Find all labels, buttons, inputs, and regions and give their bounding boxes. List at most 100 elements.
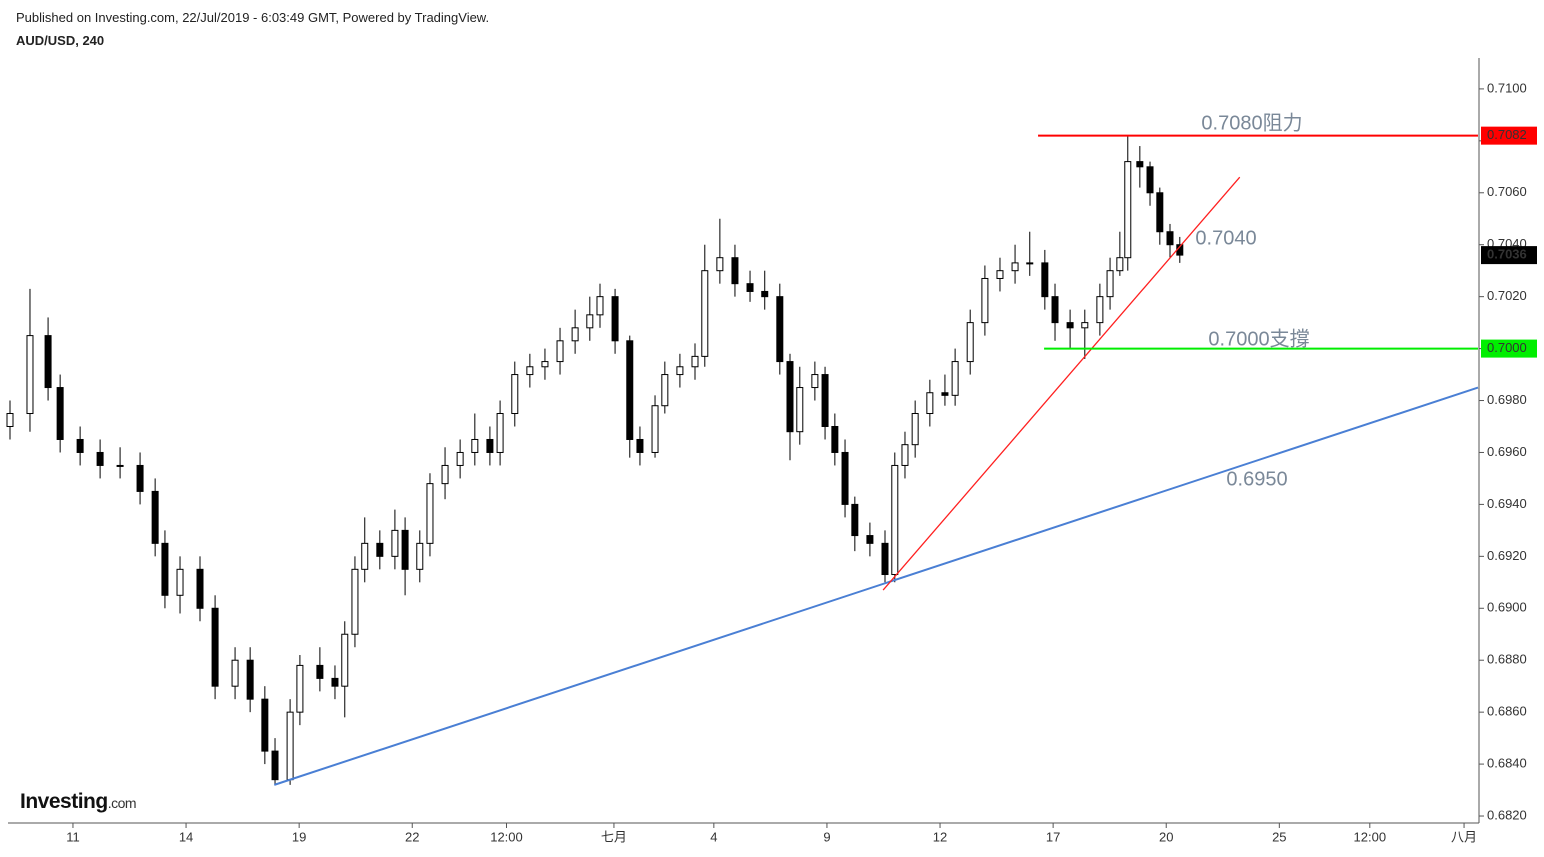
y-tick-label: 0.7100 bbox=[1487, 80, 1527, 95]
candle-body bbox=[891, 464, 899, 576]
candle-body bbox=[556, 340, 564, 363]
candle-body bbox=[911, 413, 919, 446]
candle-body bbox=[471, 438, 479, 453]
x-tick-label: 4 bbox=[710, 829, 717, 844]
candle-body bbox=[231, 659, 239, 687]
y-tick-label: 0.6820 bbox=[1487, 807, 1527, 822]
candle-body bbox=[376, 542, 384, 557]
annotation: 0.7040 bbox=[1195, 227, 1256, 249]
candle-body bbox=[426, 483, 434, 544]
candle-body bbox=[1136, 161, 1144, 168]
x-tick-label: 11 bbox=[66, 829, 80, 844]
candle-body bbox=[1166, 231, 1174, 246]
candle-body bbox=[831, 425, 839, 453]
candle-body bbox=[901, 444, 909, 466]
x-tick-label: 25 bbox=[1272, 829, 1286, 844]
y-tick-label: 0.6920 bbox=[1487, 548, 1527, 563]
candle-body bbox=[136, 464, 144, 492]
candle-body bbox=[361, 542, 369, 570]
candle-body bbox=[596, 296, 604, 316]
candle-body bbox=[661, 374, 669, 407]
y-tick-label: 0.6960 bbox=[1487, 444, 1527, 459]
candle-body bbox=[941, 392, 949, 396]
candle-body bbox=[196, 568, 204, 609]
candle-body bbox=[6, 413, 14, 427]
candle-body bbox=[176, 568, 184, 596]
candle-body bbox=[441, 464, 449, 485]
y-tick-label: 0.6880 bbox=[1487, 652, 1527, 667]
candle-body bbox=[261, 698, 269, 752]
candle-body bbox=[851, 503, 859, 537]
candle-body bbox=[331, 677, 339, 687]
candle-body bbox=[541, 361, 549, 368]
candle-body bbox=[246, 659, 254, 700]
x-tick-label: 9 bbox=[823, 829, 830, 844]
price-tag-label: 0.7082 bbox=[1487, 127, 1527, 142]
candle-body bbox=[391, 529, 399, 557]
candle-body bbox=[841, 451, 849, 505]
y-tick-label: 0.6860 bbox=[1487, 704, 1527, 719]
candle-body bbox=[636, 438, 644, 453]
candle-body bbox=[611, 296, 619, 342]
candle-body bbox=[821, 374, 829, 427]
x-tick-label: 12 bbox=[933, 829, 947, 844]
x-tick-label: 20 bbox=[1159, 829, 1173, 844]
y-tick-label: 0.6940 bbox=[1487, 496, 1527, 511]
candle-body bbox=[416, 542, 424, 570]
candle-body bbox=[716, 257, 724, 272]
candle-body bbox=[151, 490, 159, 544]
candle-body bbox=[296, 664, 304, 713]
trend-line bbox=[882, 176, 1241, 591]
candle-body bbox=[351, 568, 359, 635]
candle-body bbox=[1041, 262, 1049, 298]
x-tick-label: 12:00 bbox=[1354, 829, 1387, 844]
logo-brand: Investing bbox=[20, 790, 108, 813]
candle-body bbox=[691, 355, 699, 368]
candle-body bbox=[316, 664, 324, 679]
candle-body bbox=[341, 633, 349, 687]
candle-body bbox=[951, 361, 959, 396]
candle-body bbox=[1106, 270, 1114, 298]
x-tick-label: 22 bbox=[405, 829, 419, 844]
published-note: Published on Investing.com, 22/Jul/2019 … bbox=[16, 10, 489, 25]
annotation: 0.6950 bbox=[1226, 468, 1287, 490]
trend-line bbox=[273, 386, 1479, 786]
candle-body bbox=[586, 314, 594, 329]
candle-body bbox=[1081, 322, 1089, 329]
plot-area bbox=[6, 135, 1184, 785]
candle-body bbox=[926, 392, 934, 415]
x-tick-label: 14 bbox=[179, 829, 193, 844]
candle-body bbox=[881, 542, 889, 576]
candle-body bbox=[211, 607, 219, 687]
candle-body bbox=[761, 290, 769, 298]
candle-body bbox=[1066, 322, 1074, 329]
x-tick-label: 12:00 bbox=[490, 829, 523, 844]
candle-body bbox=[76, 438, 84, 453]
candle-body bbox=[571, 327, 579, 342]
candle-body bbox=[96, 451, 104, 466]
candle-body bbox=[676, 366, 684, 376]
candle-body bbox=[981, 277, 989, 324]
candle-body bbox=[56, 387, 64, 440]
candle-body bbox=[1011, 262, 1019, 272]
price-tag bbox=[1481, 126, 1537, 145]
candle-body bbox=[1146, 166, 1154, 194]
y-tick-label: 0.6900 bbox=[1487, 600, 1527, 615]
y-tick-label: 0.6980 bbox=[1487, 392, 1527, 407]
price-tag-label: 0.7000 bbox=[1487, 340, 1527, 355]
candle-body bbox=[746, 283, 754, 292]
x-tick-label: 17 bbox=[1046, 829, 1060, 844]
logo: Investing.com bbox=[20, 790, 136, 813]
candle-body bbox=[271, 750, 279, 781]
candle-body bbox=[1096, 296, 1104, 324]
candle-body bbox=[966, 322, 974, 363]
candle-body bbox=[651, 405, 659, 453]
annotation: 0.7080阻力 bbox=[1201, 111, 1302, 134]
candle-body bbox=[1026, 262, 1034, 265]
price-tag bbox=[1481, 339, 1537, 358]
candle-body bbox=[701, 270, 709, 357]
last-price-label: 0.7036 bbox=[1487, 247, 1527, 262]
candle-body bbox=[776, 296, 784, 363]
candle-body bbox=[486, 438, 494, 453]
